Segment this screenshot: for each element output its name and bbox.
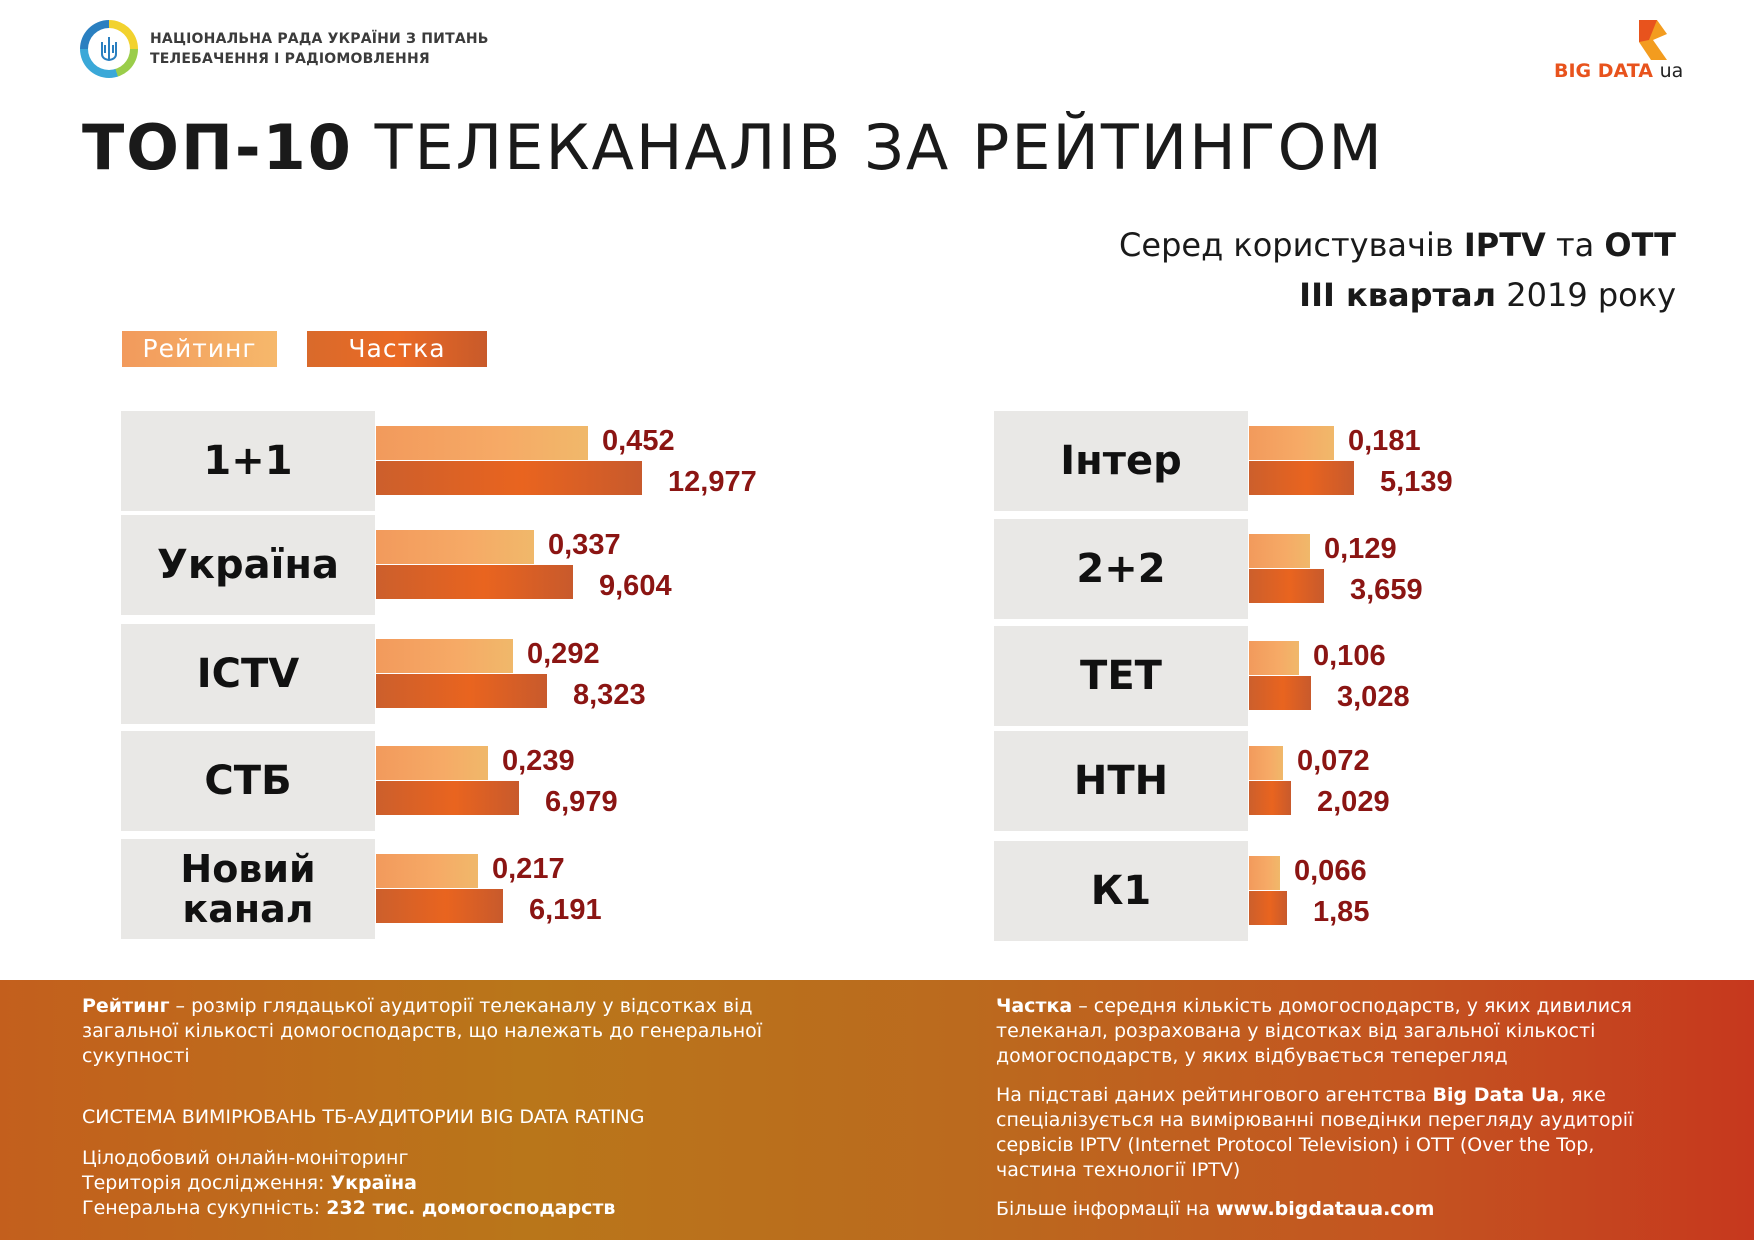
rating-bar (1249, 534, 1310, 568)
channel-label: 1+1 (121, 411, 375, 511)
source-text: На підставі даних рейтингового агентства… (996, 1083, 1656, 1183)
rating-value-label: 0,106 (1313, 640, 1386, 672)
bigdata-logo-icon (1639, 20, 1667, 60)
territory-value: Україна (330, 1172, 417, 1194)
chart-legend: Рейтинг Частка (122, 331, 487, 367)
footer: Рейтинг – розмір глядацької аудиторії те… (0, 980, 1754, 1240)
subtitle-ott: OTT (1604, 226, 1676, 264)
share-value-label: 3,659 (1350, 574, 1423, 606)
subtitle: Серед користувачів IPTV та OTT III кварт… (1119, 220, 1676, 320)
more-info: Більше інформації на www.bigdataua.com (996, 1197, 1656, 1222)
channel-label: 2+2 (994, 519, 1248, 619)
rating-value-label: 0,066 (1294, 855, 1367, 887)
subtitle-iptv: IPTV (1463, 226, 1546, 264)
council-name-line1: НАЦІОНАЛЬНА РАДА УКРАЇНИ З ПИТАНЬ (150, 31, 489, 47)
share-bar (376, 889, 503, 923)
share-value-label: 3,028 (1337, 681, 1410, 713)
legend-share: Частка (307, 331, 487, 367)
rating-value-label: 0,181 (1348, 425, 1421, 457)
share-value-label: 6,979 (545, 786, 618, 818)
channel-label: ICTV (121, 624, 375, 724)
share-bar (376, 781, 519, 815)
source-name: Big Data Ua (1432, 1084, 1560, 1106)
page-title: ТОП-10 ТЕЛЕКАНАЛІВ ЗА РЕЙТИНГОМ (82, 108, 1384, 188)
share-bar (1249, 676, 1311, 710)
rating-bar (1249, 641, 1299, 675)
channel-label: Новий канал (121, 839, 375, 939)
share-bar (376, 674, 547, 708)
council-header: НАЦІОНАЛЬНА РАДА УКРАЇНИ З ПИТАНЬ ТЕЛЕБА… (80, 20, 489, 78)
legend-rating: Рейтинг (122, 331, 277, 367)
share-definition: Частка – середня кількість домогосподарс… (996, 994, 1656, 1069)
share-value-label: 9,604 (599, 570, 672, 602)
rating-value-label: 0,129 (1324, 533, 1397, 565)
rating-value-label: 0,072 (1297, 745, 1370, 777)
share-value-label: 6,191 (529, 894, 602, 926)
ratings-chart: 1+1 0,452 12,977 Україна 0,337 9,604 ICTV 0,292… (121, 411, 1453, 941)
territory-label: Територія дослідження: (82, 1172, 331, 1194)
rating-definition: Рейтинг – розмір глядацької аудиторії те… (82, 994, 782, 1069)
rating-term: Рейтинг (82, 995, 170, 1017)
source-post: , яке спеціалізується на вимірюванні пов… (996, 1084, 1634, 1181)
more-info-pre: Більше інформації на (996, 1198, 1217, 1220)
website-link[interactable]: www.bigdataua.com (1216, 1198, 1435, 1220)
title-bold: ТОП-10 (82, 111, 353, 184)
channel-label: К1 (994, 841, 1248, 941)
universe-label: Генеральна сукупність: (82, 1197, 327, 1219)
rating-bar (1249, 426, 1334, 460)
channel-label: Інтер (994, 411, 1248, 511)
subtitle-pre: Серед користувачів (1119, 226, 1464, 264)
rating-value-label: 0,292 (527, 638, 600, 670)
source-pre: На підставі даних рейтингового агентства (996, 1084, 1433, 1106)
subtitle-mid: та (1545, 226, 1605, 264)
universe-text: Генеральна сукупність: 232 тис. домогосп… (82, 1196, 782, 1221)
rating-bar (376, 746, 488, 780)
share-value-label: 12,977 (668, 466, 757, 498)
rating-bar (376, 639, 513, 673)
rating-bar (376, 426, 588, 460)
rating-value-label: 0,217 (492, 853, 565, 885)
footer-left: Рейтинг – розмір глядацької аудиторії те… (82, 994, 782, 1221)
share-value-label: 1,85 (1313, 896, 1370, 928)
share-term: Частка (996, 995, 1073, 1017)
share-bar (1249, 569, 1324, 603)
footer-right: Частка – середня кількість домогосподарс… (996, 994, 1656, 1222)
monitoring-text: Цілодобовий онлайн-моніторинг (82, 1147, 409, 1169)
share-value-label: 2,029 (1317, 786, 1390, 818)
channel-label: Україна (121, 515, 375, 615)
share-bar (1249, 891, 1287, 925)
council-emblem-icon (80, 20, 138, 78)
rating-bar (1249, 856, 1280, 890)
rating-value-label: 0,452 (602, 425, 675, 457)
channel-label: СТБ (121, 731, 375, 831)
rating-bar (1249, 746, 1283, 780)
universe-value: 232 тис. домогосподарств (326, 1197, 616, 1219)
logo-main-text: BIG DATA (1554, 60, 1653, 82)
period-bold: III квартал (1299, 276, 1497, 314)
rating-value-label: 0,239 (502, 745, 575, 777)
bigdata-logo: BIG DATA ua (1550, 16, 1683, 86)
rating-bar (376, 530, 534, 564)
council-name-line2: ТЕЛЕБАЧЕННЯ І РАДІОМОВЛЕННЯ (150, 51, 430, 67)
share-value-label: 8,323 (573, 679, 646, 711)
rating-value-label: 0,337 (548, 529, 621, 561)
share-value-label: 5,139 (1380, 466, 1453, 498)
channel-label: ТЕТ (994, 626, 1248, 726)
rating-def-text: – розмір глядацької аудиторії телеканалу… (82, 995, 763, 1067)
rating-bar (376, 854, 478, 888)
share-def-text: – середня кількість домогосподарств, у я… (996, 995, 1632, 1067)
logo-suffix-text: ua (1659, 60, 1684, 82)
territory-text: Територія дослідження: Україна (82, 1171, 782, 1196)
share-bar (376, 565, 573, 599)
share-bar (376, 461, 642, 495)
system-title: СИСТЕМА ВИМІРЮВАНЬ ТБ-АУДИТОРИИ BIG DATA… (82, 1106, 645, 1128)
title-rest: ТЕЛЕКАНАЛІВ ЗА РЕЙТИНГОМ (352, 111, 1384, 184)
period-rest: 2019 року (1496, 276, 1676, 314)
channel-label: НТН (994, 731, 1248, 831)
share-bar (1249, 781, 1291, 815)
share-bar (1249, 461, 1354, 495)
